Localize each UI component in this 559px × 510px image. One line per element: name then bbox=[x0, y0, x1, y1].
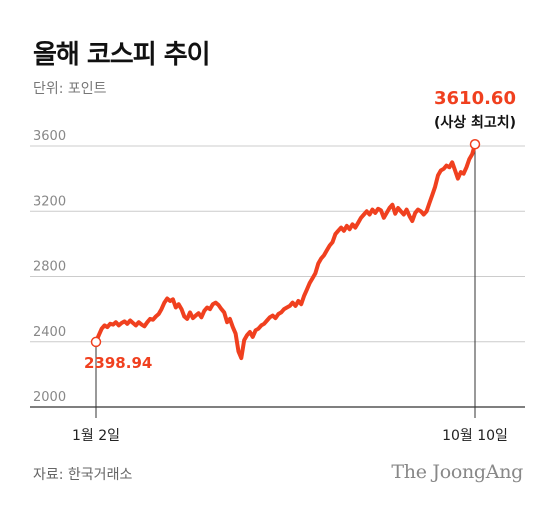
start-value-label: 2398.94 bbox=[84, 354, 152, 372]
end-value-label: 3610.60 bbox=[434, 88, 516, 109]
chart-title: 올해 코스피 추이 bbox=[33, 40, 211, 70]
y-tick-label: 3200 bbox=[33, 194, 66, 209]
y-tick-label: 2400 bbox=[33, 325, 66, 340]
brand-logo: The JoongAng bbox=[391, 461, 523, 483]
source-label: 자료: 한국거래소 bbox=[33, 467, 133, 483]
start-point-marker bbox=[90, 336, 102, 348]
grid-lines bbox=[30, 145, 525, 408]
y-tick-labels: 2000 2400 2800 3200 3600 bbox=[33, 129, 66, 405]
y-tick-label: 2800 bbox=[33, 260, 66, 275]
x-tick-label-start: 1월 2일 bbox=[72, 428, 120, 444]
end-point-marker bbox=[469, 139, 481, 150]
unit-label: 단위: 포인트 bbox=[33, 81, 107, 97]
series-line bbox=[94, 142, 477, 361]
end-note-label: (사상 최고치) bbox=[434, 115, 516, 131]
y-tick-label: 3600 bbox=[33, 129, 66, 144]
x-tick-label-end: 10월 10일 bbox=[442, 428, 508, 444]
y-tick-label: 2000 bbox=[33, 390, 66, 405]
